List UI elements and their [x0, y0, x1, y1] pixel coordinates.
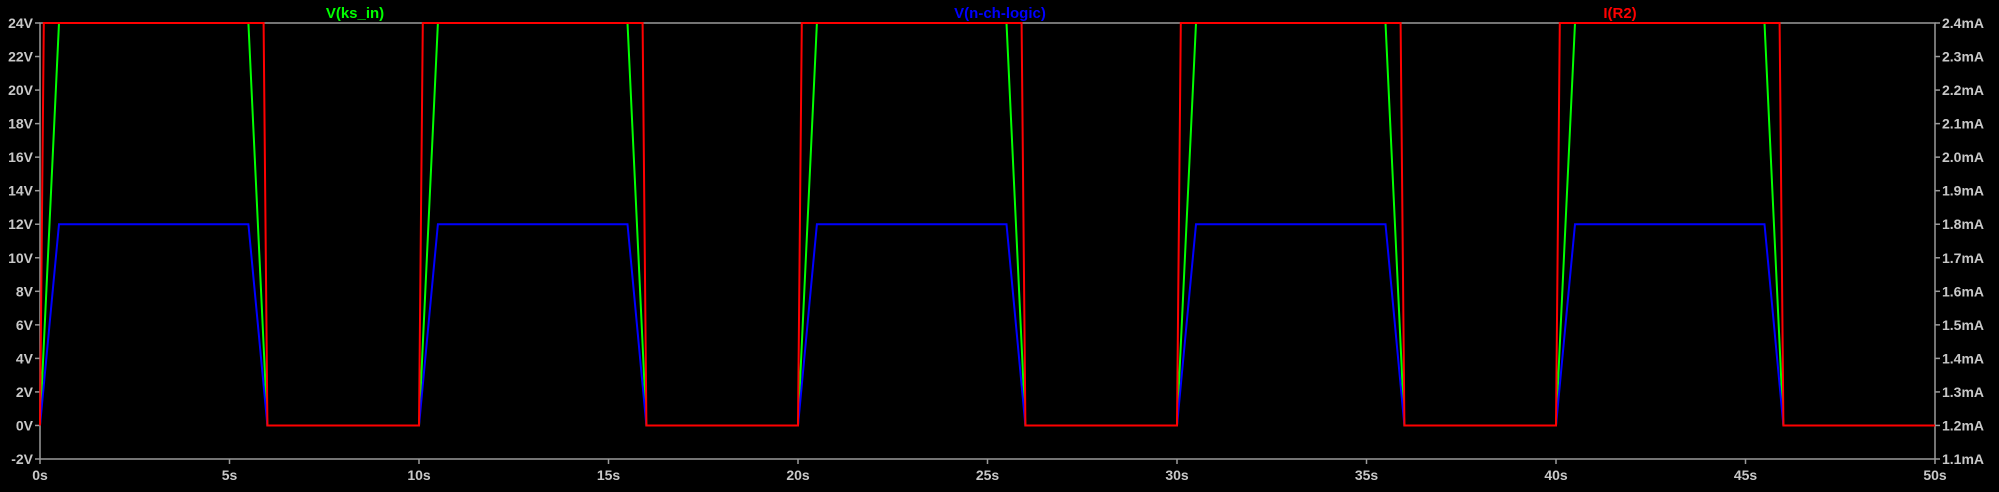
y2-tick-label: 1.1mA: [1942, 451, 1984, 467]
y-tick-label: 24V: [8, 15, 34, 31]
y-tick-label: 6V: [16, 317, 34, 333]
x-tick-label: 20s: [786, 467, 810, 483]
y-tick-label: 16V: [8, 149, 34, 165]
x-tick-label: 25s: [976, 467, 1000, 483]
y-tick-label: -2V: [11, 451, 33, 467]
y-tick-label: 2V: [16, 384, 34, 400]
y-tick-label: 20V: [8, 82, 34, 98]
y-tick-label: 10V: [8, 250, 34, 266]
y-tick-label: 14V: [8, 183, 34, 199]
x-tick-label: 40s: [1544, 467, 1568, 483]
y-tick-label: 22V: [8, 49, 34, 65]
plot-frame: [39, 22, 1936, 460]
legend-v-ks-in: V(ks_in): [326, 5, 384, 22]
y2-tick-label: 2.3mA: [1942, 49, 1984, 65]
x-tick-label: 0s: [32, 467, 48, 483]
y-tick-label: 12V: [8, 216, 34, 232]
y2-tick-label: 1.9mA: [1942, 183, 1984, 199]
y-tick-label: 4V: [16, 350, 34, 366]
y2-tick-label: 1.5mA: [1942, 317, 1984, 333]
x-tick-label: 50s: [1923, 467, 1947, 483]
legend-i-r2: I(R2): [1603, 5, 1636, 22]
trace-i-r2: [39, 22, 1935, 427]
y2-tick-label: 1.6mA: [1942, 283, 1984, 299]
y2-tick-label: 1.2mA: [1942, 417, 1984, 433]
x-tick-label: 45s: [1734, 467, 1758, 483]
y-tick-label: 18V: [8, 116, 34, 132]
y2-tick-label: 2.4mA: [1942, 15, 1984, 31]
x-tick-label: 35s: [1355, 467, 1379, 483]
x-tick-label: 10s: [407, 467, 431, 483]
y2-tick-label: 1.3mA: [1942, 384, 1984, 400]
legend-v-n-ch-logic: V(n-ch-logic): [954, 5, 1046, 22]
y2-tick-label: 2.0mA: [1942, 149, 1984, 165]
x-tick-label: 15s: [597, 467, 621, 483]
y2-tick-label: 1.8mA: [1942, 216, 1984, 232]
trace-v-n-ch-logic: [39, 223, 1785, 427]
y-tick-label: 0V: [16, 417, 34, 433]
y2-tick-label: 1.4mA: [1942, 350, 1984, 366]
y2-tick-label: 2.1mA: [1942, 116, 1984, 132]
y2-tick-label: 2.2mA: [1942, 82, 1984, 98]
y-tick-label: 8V: [16, 283, 34, 299]
x-tick-label: 30s: [1165, 467, 1189, 483]
x-tick-label: 5s: [222, 467, 238, 483]
y2-tick-label: 1.7mA: [1942, 250, 1984, 266]
